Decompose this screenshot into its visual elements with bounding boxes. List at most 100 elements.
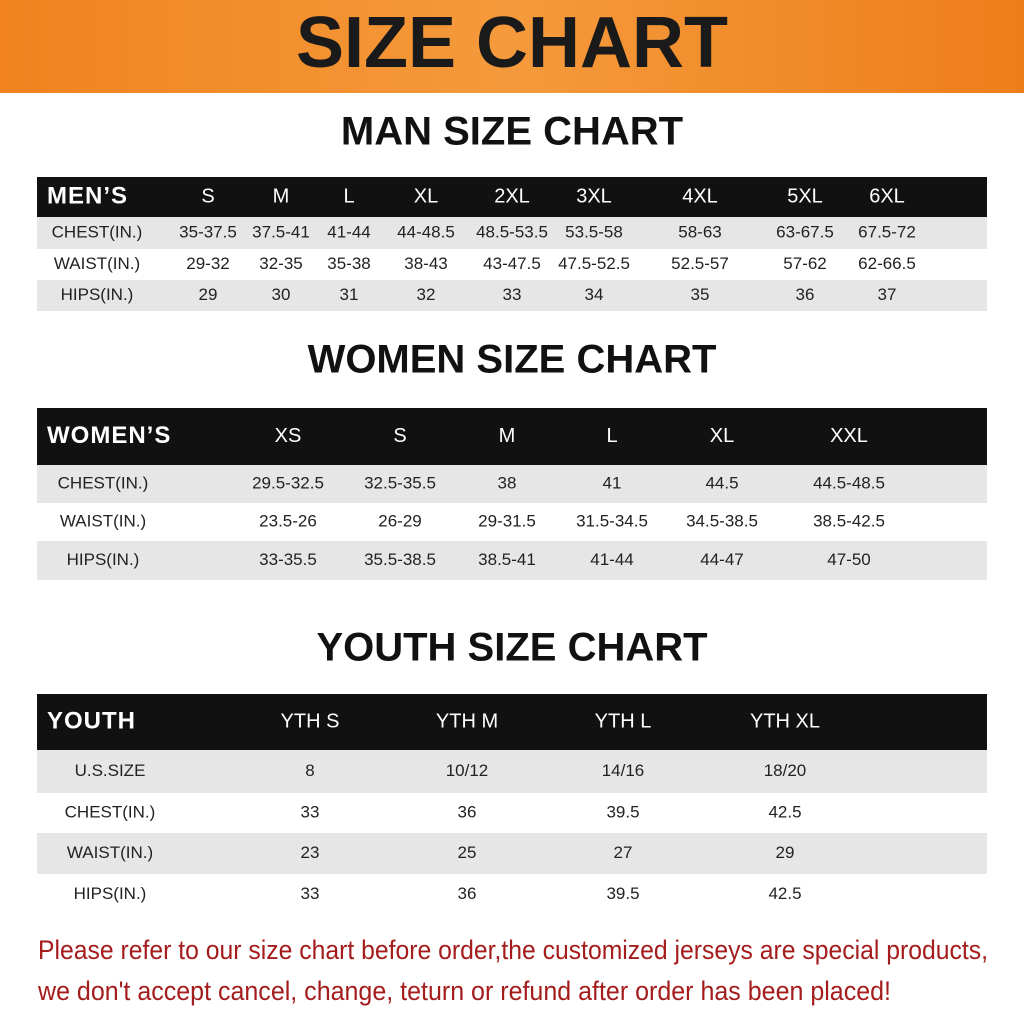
cell-value: 35-37.5 — [179, 222, 237, 241]
cell-value: 41 — [603, 473, 622, 492]
cell-value: 23.5-26 — [259, 511, 317, 530]
row-background — [37, 280, 987, 311]
column-header: M — [499, 425, 516, 447]
cell-value: 47.5-52.5 — [558, 254, 630, 273]
note-line: we don't accept cancel, change, teturn o… — [37, 976, 891, 1006]
column-header: 3XL — [576, 185, 612, 207]
cell-value: 35.5-38.5 — [364, 550, 436, 569]
cell-value: 63-67.5 — [776, 222, 834, 241]
table-header-row — [37, 408, 987, 465]
cell-value: 43-47.5 — [483, 254, 541, 273]
row-label: HIPS(IN.) — [74, 884, 147, 903]
cell-value: 35 — [691, 285, 710, 304]
cell-value: 27 — [614, 843, 633, 862]
cell-value: 38-43 — [404, 254, 447, 273]
column-header: S — [393, 425, 406, 447]
cell-value: 29-31.5 — [478, 511, 536, 530]
row-background — [37, 833, 987, 874]
cell-value: 18/20 — [764, 761, 807, 780]
cell-value: 32 — [417, 285, 436, 304]
cell-value: 33-35.5 — [259, 550, 317, 569]
cell-value: 44.5 — [705, 473, 738, 492]
column-header: YTH XL — [750, 710, 820, 732]
row-label: CHEST(IN.) — [52, 222, 143, 241]
cell-value: 37 — [878, 285, 897, 304]
row-header-title: WOMEN’S — [47, 422, 171, 449]
cell-value: 53.5-58 — [565, 222, 623, 241]
table-header-row — [37, 177, 987, 217]
cell-value: 39.5 — [606, 884, 639, 903]
table-title: YOUTH SIZE CHART — [316, 626, 707, 670]
column-header: XS — [275, 425, 302, 447]
cell-value: 26-29 — [378, 511, 421, 530]
cell-value: 33 — [503, 285, 522, 304]
cell-value: 8 — [305, 761, 314, 780]
cell-value: 36 — [458, 884, 477, 903]
row-header-title: YOUTH — [47, 707, 136, 734]
column-header: YTH S — [281, 710, 340, 732]
column-header: YTH L — [595, 710, 652, 732]
note-line: Please refer to our size chart before or… — [38, 935, 988, 965]
cell-value: 38.5-41 — [478, 550, 536, 569]
cell-value: 36 — [796, 285, 815, 304]
cell-value: 23 — [301, 843, 320, 862]
row-label: WAIST(IN.) — [67, 843, 153, 862]
column-header: L — [606, 425, 617, 447]
cell-value: 36 — [458, 802, 477, 821]
column-header: XXL — [830, 425, 868, 447]
row-label: HIPS(IN.) — [67, 550, 140, 569]
cell-value: 44-48.5 — [397, 222, 455, 241]
cell-value: 52.5-57 — [671, 254, 729, 273]
row-background — [37, 217, 987, 249]
cell-value: 34.5-38.5 — [686, 511, 758, 530]
cell-value: 58-63 — [678, 222, 721, 241]
column-header: M — [273, 185, 290, 207]
cell-value: 47-50 — [827, 550, 870, 569]
cell-value: 29.5-32.5 — [252, 473, 324, 492]
row-background — [37, 465, 987, 503]
cell-value: 44-47 — [700, 550, 743, 569]
column-header: 6XL — [869, 185, 905, 207]
cell-value: 32.5-35.5 — [364, 473, 436, 492]
cell-value: 42.5 — [768, 802, 801, 821]
page-title: SIZE CHART — [296, 3, 728, 83]
row-label: CHEST(IN.) — [65, 802, 156, 821]
header-banner — [0, 0, 1024, 93]
column-header: S — [201, 185, 214, 207]
cell-value: 30 — [272, 285, 291, 304]
cell-value: 41-44 — [590, 550, 633, 569]
table-title: MAN SIZE CHART — [341, 110, 683, 154]
cell-value: 62-66.5 — [858, 254, 916, 273]
column-header: YTH M — [436, 710, 498, 732]
column-header: XL — [710, 425, 734, 447]
cell-value: 48.5-53.5 — [476, 222, 548, 241]
cell-value: 37.5-41 — [252, 222, 310, 241]
cell-value: 29 — [776, 843, 795, 862]
table-title: WOMEN SIZE CHART — [308, 338, 717, 382]
cell-value: 34 — [585, 285, 604, 304]
row-background — [37, 750, 987, 793]
cell-value: 31 — [340, 285, 359, 304]
cell-value: 67.5-72 — [858, 222, 916, 241]
cell-value: 32-35 — [259, 254, 302, 273]
row-label: HIPS(IN.) — [61, 285, 134, 304]
column-header: 4XL — [682, 185, 718, 207]
cell-value: 41-44 — [327, 222, 370, 241]
cell-value: 33 — [301, 884, 320, 903]
row-label: WAIST(IN.) — [60, 511, 146, 530]
cell-value: 57-62 — [783, 254, 826, 273]
cell-value: 14/16 — [602, 761, 645, 780]
row-label: WAIST(IN.) — [54, 254, 140, 273]
cell-value: 29 — [199, 285, 218, 304]
cell-value: 42.5 — [768, 884, 801, 903]
table-header-row — [37, 694, 987, 750]
cell-value: 33 — [301, 802, 320, 821]
row-label: U.S.SIZE — [75, 761, 146, 780]
cell-value: 31.5-34.5 — [576, 511, 648, 530]
cell-value: 38 — [498, 473, 517, 492]
cell-value: 38.5-42.5 — [813, 511, 885, 530]
cell-value: 25 — [458, 843, 477, 862]
column-header: L — [343, 185, 354, 207]
column-header: 2XL — [494, 185, 530, 207]
